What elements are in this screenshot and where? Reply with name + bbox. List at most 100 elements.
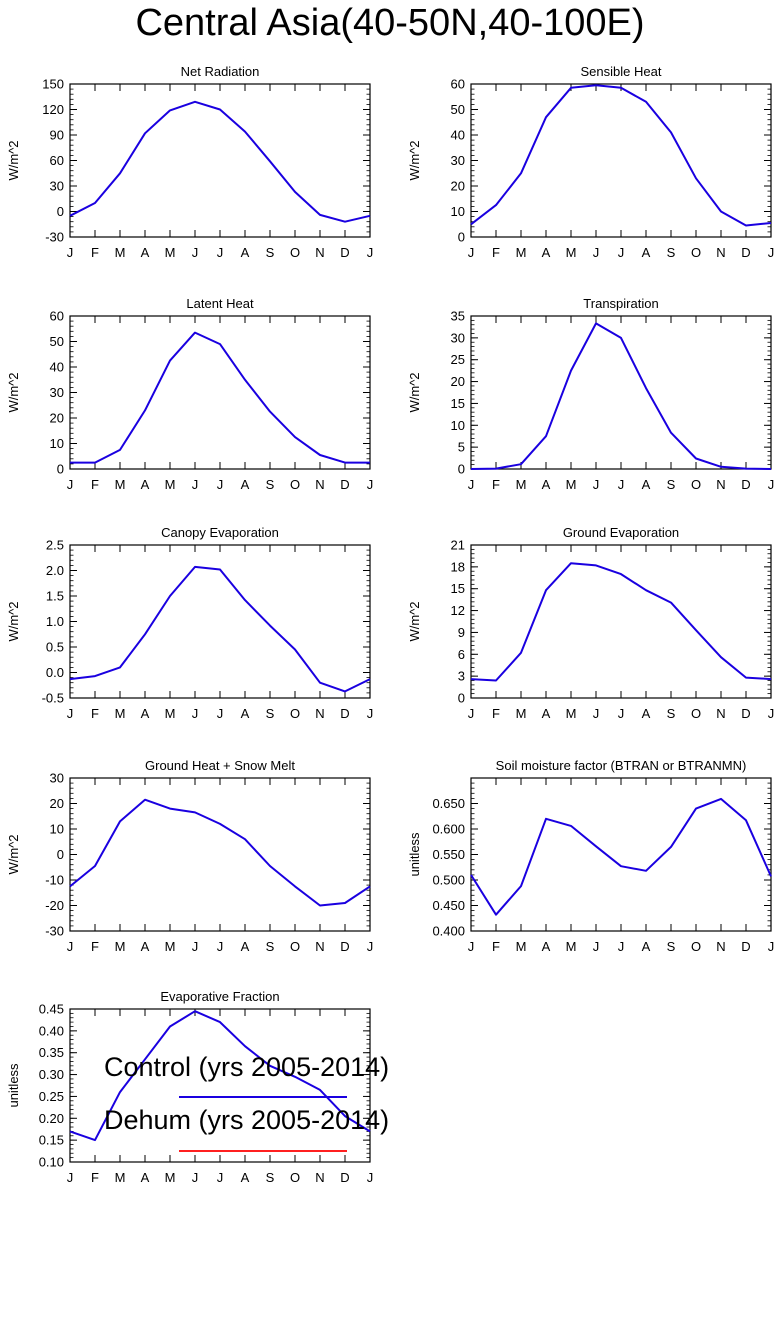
y-tick-label: 30 <box>50 179 64 194</box>
plot-frame <box>69 777 371 932</box>
x-tick-label: D <box>340 245 349 260</box>
x-tick-label: F <box>492 939 500 954</box>
x-tick-label: J <box>367 706 374 721</box>
y-tick-label: 50 <box>451 102 465 117</box>
plot-frame <box>69 315 371 470</box>
x-tick-label: J <box>768 939 775 954</box>
y-tick-label: 30 <box>50 771 64 786</box>
y-tick-label: 90 <box>50 128 64 143</box>
y-tick-label: 6 <box>458 647 465 662</box>
y-tick-label: 0.550 <box>432 847 465 862</box>
y-tick-label: 0.25 <box>39 1089 64 1104</box>
x-tick-label: A <box>241 245 250 260</box>
series-line-control <box>69 798 371 907</box>
x-tick-label: J <box>618 477 625 492</box>
x-tick-label: J <box>67 939 74 954</box>
x-tick-label: O <box>290 477 300 492</box>
x-tick-label: S <box>266 1170 275 1185</box>
legend-line-dehum <box>179 1150 347 1152</box>
x-tick-label: F <box>91 706 99 721</box>
chart-title: Ground Evaporation <box>563 525 679 540</box>
y-tick-label: -30 <box>45 924 64 939</box>
x-tick-label: J <box>67 477 74 492</box>
x-tick-label: M <box>516 245 527 260</box>
y-tick-label: 0 <box>57 847 64 862</box>
series-line-control <box>70 331 370 464</box>
y-tick-label: 3 <box>458 669 465 684</box>
x-tick-label: D <box>340 1170 349 1185</box>
series-line-control <box>470 322 772 470</box>
x-tick-label: J <box>217 1170 224 1185</box>
y-tick-label: 15 <box>451 396 465 411</box>
y-tick-label: 2.5 <box>46 538 64 553</box>
x-tick-label: A <box>542 245 551 260</box>
series-line-control <box>470 84 772 227</box>
y-tick-label: 0 <box>458 462 465 477</box>
y-tick-label: 0.20 <box>39 1111 64 1126</box>
y-tick-label: 0.0 <box>46 665 64 680</box>
x-tick-label: J <box>367 939 374 954</box>
y-tick-label: 0 <box>458 230 465 245</box>
x-tick-label: D <box>741 245 750 260</box>
x-tick-label: O <box>691 706 701 721</box>
plot-frame <box>69 83 371 238</box>
y-tick-label: 0.30 <box>39 1067 64 1082</box>
y-tick-label: 40 <box>50 360 64 375</box>
y-tick-label: 0.450 <box>432 898 465 913</box>
x-tick-label: M <box>516 706 527 721</box>
x-tick-label: A <box>542 706 551 721</box>
chart-panel: Soil moisture factor (BTRAN or BTRANMN) u… <box>407 758 774 954</box>
series-line-control <box>470 562 772 682</box>
x-tick-label: A <box>241 939 250 954</box>
legend-label-control: Control (yrs 2005-2014) <box>104 1052 390 1082</box>
chart-title: Latent Heat <box>186 296 254 311</box>
legend-label-dehum: Dehum (yrs 2005-2014) <box>104 1105 390 1135</box>
x-tick-label: A <box>542 477 551 492</box>
x-tick-label: F <box>91 245 99 260</box>
x-tick-label: M <box>115 477 126 492</box>
x-tick-label: J <box>468 477 475 492</box>
y-tick-label: 10 <box>50 436 64 451</box>
x-tick-label: J <box>468 245 475 260</box>
x-tick-label: F <box>91 1170 99 1185</box>
chart-panel: Canopy Evaporation W/m^2 -0.5 0.0 0.5 1.0 1.5 2… <box>6 525 373 721</box>
x-tick-label: M <box>115 706 126 721</box>
chart-title: Transpiration <box>583 296 658 311</box>
y-tick-label: 1.5 <box>46 589 64 604</box>
x-tick-label: A <box>642 706 651 721</box>
chart-panel: Ground Heat + Snow Melt W/m^2 -30 -20 -10 0 10… <box>6 758 373 954</box>
y-tick-label: 2.0 <box>46 563 64 578</box>
x-tick-label: S <box>266 706 275 721</box>
x-tick-label: S <box>667 939 676 954</box>
plot-frame <box>69 544 371 699</box>
y-tick-label: 120 <box>42 102 64 117</box>
x-tick-label: A <box>141 1170 150 1185</box>
x-tick-label: M <box>115 245 126 260</box>
y-axis-label: W/m^2 <box>6 372 21 412</box>
x-tick-label: D <box>741 477 750 492</box>
x-tick-label: A <box>141 245 150 260</box>
plot-frame <box>470 544 772 699</box>
x-tick-label: M <box>566 477 577 492</box>
y-tick-label: 60 <box>50 309 64 324</box>
x-tick-label: D <box>340 939 349 954</box>
x-tick-label: A <box>642 245 651 260</box>
y-tick-label: -10 <box>45 873 64 888</box>
x-tick-label: S <box>667 477 676 492</box>
y-tick-label: 0.45 <box>39 1002 64 1017</box>
x-tick-label: M <box>165 1170 176 1185</box>
y-axis-label: W/m^2 <box>407 601 422 641</box>
y-tick-label: 25 <box>451 352 465 367</box>
x-tick-label: S <box>266 245 275 260</box>
x-tick-label: F <box>91 477 99 492</box>
chart-title: Evaporative Fraction <box>160 989 279 1004</box>
x-tick-label: O <box>290 939 300 954</box>
y-tick-label: 15 <box>451 581 465 596</box>
y-tick-label: 30 <box>50 385 64 400</box>
x-tick-label: M <box>115 1170 126 1185</box>
x-tick-label: J <box>618 245 625 260</box>
chart-title: Sensible Heat <box>581 64 662 79</box>
x-tick-label: N <box>716 939 725 954</box>
